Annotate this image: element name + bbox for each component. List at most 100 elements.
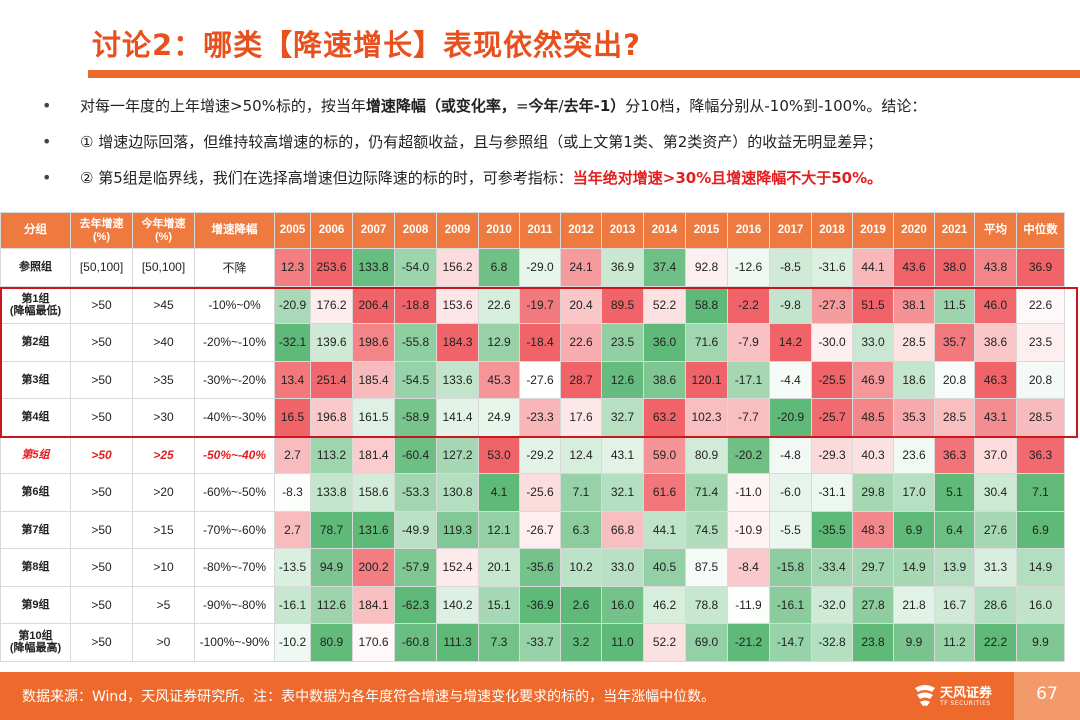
table-cell: -20.2 — [727, 435, 770, 474]
table-cell: 133.8 — [352, 248, 395, 287]
table-cell: 参照组 — [0, 248, 71, 287]
table-cell: -90%~-80% — [194, 585, 275, 624]
header-cell: 2012 — [560, 212, 602, 249]
table-cell: >50 — [70, 510, 133, 549]
bullet-1-text-f: 去年 — [563, 97, 594, 115]
table-row: 第1组 (降幅最低) >50 >45 -10%~0% -20.9 176.2 206.4 -1… — [0, 285, 1065, 324]
table-cell: 6.9 — [893, 510, 935, 549]
table-cell: 14.9 — [893, 548, 935, 587]
table-cell: -62.3 — [394, 585, 437, 624]
table-cell: 16.5 — [274, 398, 311, 437]
table-cell: 9.9 — [1016, 623, 1065, 662]
table-row: 第7组 >50 >15 -70%~-60% 2.7 78.7 131.6 -49.9 119.3… — [0, 510, 1065, 549]
table-cell: 12.3 — [274, 248, 311, 287]
table-cell: 28.5 — [893, 323, 935, 362]
logo-text-cn: 天风证券 — [940, 686, 993, 701]
table-cell: 17.6 — [560, 398, 602, 437]
table-cell: 112.6 — [310, 585, 353, 624]
table-cell: -20.9 — [769, 398, 812, 437]
table-cell: 第10组 (降幅最高) — [0, 623, 71, 662]
table-cell: 51.5 — [852, 285, 894, 324]
bullet-1-text-a: 对每一年度的上年增速>50%标的，按当年 — [80, 97, 366, 115]
table-cell: 80.9 — [685, 435, 728, 474]
table-cell: 35.7 — [934, 323, 975, 362]
table-cell: 141.4 — [436, 398, 479, 437]
table-cell: 5.1 — [934, 473, 975, 512]
table-cell: -12.6 — [727, 248, 770, 287]
table-cell: 28.5 — [934, 398, 975, 437]
table-cell: -23.3 — [519, 398, 561, 437]
table-cell: -4.8 — [769, 435, 812, 474]
table-cell: -7.7 — [727, 398, 770, 437]
table-cell: 89.5 — [601, 285, 644, 324]
table-cell: -36.9 — [519, 585, 561, 624]
table-cell: 152.4 — [436, 548, 479, 587]
table-cell: 12.4 — [560, 435, 602, 474]
table-cell: -21.2 — [727, 623, 770, 662]
table-cell: >50 — [70, 323, 133, 362]
table-cell: -35.6 — [519, 548, 561, 587]
table-cell: -18.4 — [519, 323, 561, 362]
table-cell: 161.5 — [352, 398, 395, 437]
table-cell: -5.5 — [769, 510, 812, 549]
table-cell: 37.4 — [643, 248, 686, 287]
table-cell: >45 — [132, 285, 195, 324]
table-cell: -10%~0% — [194, 285, 275, 324]
header-cell: 2006 — [310, 212, 353, 249]
table-cell: 12.6 — [601, 360, 644, 399]
table-cell: >25 — [132, 435, 195, 474]
table-cell: 198.6 — [352, 323, 395, 362]
table-cell: -53.3 — [394, 473, 437, 512]
table-cell: -31.1 — [811, 473, 853, 512]
table-cell: -15.8 — [769, 548, 812, 587]
table-cell: 27.6 — [974, 510, 1017, 549]
table-cell: 184.3 — [436, 323, 479, 362]
table-cell: 16.0 — [601, 585, 644, 624]
table-cell: 40.3 — [852, 435, 894, 474]
table-cell: 第9组 — [0, 585, 71, 624]
table-cell: -7.9 — [727, 323, 770, 362]
footer-source: 数据来源：Wind，天风证券研究所。注：表中数据为各年度符合增速与增速变化要求的… — [22, 689, 716, 705]
table-row: 第2组 >50 >40 -20%~-10% -32.1 139.6 198.6 -55.8 18… — [0, 323, 1065, 362]
table-cell: >15 — [132, 510, 195, 549]
table-cell: 87.5 — [685, 548, 728, 587]
table-cell: 119.3 — [436, 510, 479, 549]
table-cell: -29.0 — [519, 248, 561, 287]
table-cell: 29.8 — [852, 473, 894, 512]
table-cell: 14.2 — [769, 323, 812, 362]
table-cell: 59.0 — [643, 435, 686, 474]
table-cell: 14.9 — [1016, 548, 1065, 587]
header-cell: 2009 — [436, 212, 479, 249]
table-cell: -16.1 — [274, 585, 311, 624]
table-cell: -8.3 — [274, 473, 311, 512]
table-row: 第6组 >50 >20 -60%~-50% -8.3 133.8 158.6 -53.3 130… — [0, 473, 1065, 512]
table-cell: 102.3 — [685, 398, 728, 437]
table-cell: 22.6 — [560, 323, 602, 362]
table-cell: 133.6 — [436, 360, 479, 399]
table-cell: 46.2 — [643, 585, 686, 624]
header-cell: 2010 — [478, 212, 520, 249]
table-cell: 不降 — [194, 248, 275, 287]
table-cell: 32.1 — [601, 473, 644, 512]
table-cell: 23.6 — [893, 435, 935, 474]
table-cell: 20.8 — [1016, 360, 1065, 399]
table-cell: -10.9 — [727, 510, 770, 549]
header-cell: 2008 — [394, 212, 437, 249]
bullet-1-text-h: 分10档，降幅分别从-10%到-100%。结论： — [625, 97, 927, 115]
table-cell: 16.7 — [934, 585, 975, 624]
table-cell: -32.0 — [811, 585, 853, 624]
table-cell: 13.4 — [274, 360, 311, 399]
table-cell: 23.8 — [852, 623, 894, 662]
table-cell: 6.4 — [934, 510, 975, 549]
page-title: 讨论2：哪类【降速增长】表现依然突出? — [92, 28, 642, 62]
table-cell: 10.2 — [560, 548, 602, 587]
table-cell: -18.8 — [394, 285, 437, 324]
table-row: 第5组 >50 >25 -50%~-40% 2.7 113.2 181.4 -60.4 127.… — [0, 435, 1065, 474]
header-cell: 2015 — [685, 212, 728, 249]
table-cell: 28.5 — [1016, 398, 1065, 437]
table-cell: 11.5 — [934, 285, 975, 324]
table-cell: 7.1 — [1016, 473, 1065, 512]
table-cell: 20.4 — [560, 285, 602, 324]
table-cell: 第2组 — [0, 323, 71, 362]
footer-bar: 数据来源：Wind，天风证券研究所。注：表中数据为各年度符合增速与增速变化要求的… — [0, 672, 1080, 720]
